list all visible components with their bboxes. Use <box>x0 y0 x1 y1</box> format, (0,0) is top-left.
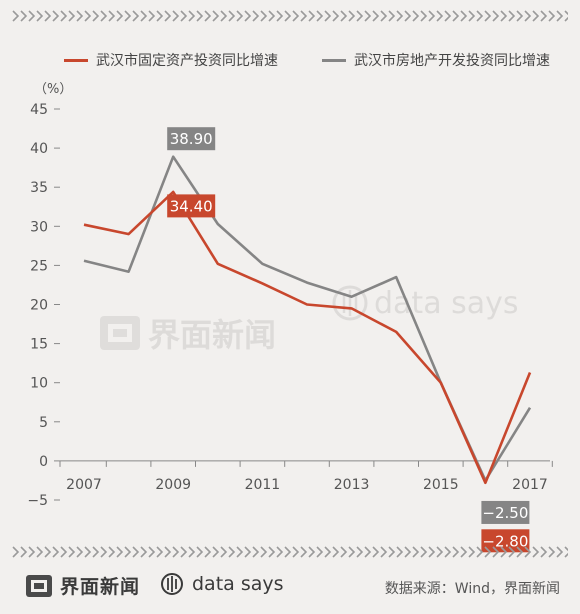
watermark-logo-icon <box>100 316 140 350</box>
data-label-text: 38.90 <box>170 130 213 148</box>
footer-brand-text: 界面新闻 <box>60 576 141 598</box>
data-says-icon <box>161 573 183 595</box>
y-tick-label: 25 <box>30 258 48 274</box>
brand-logo-icon <box>26 574 52 597</box>
legend-swatch-series2 <box>322 58 346 62</box>
legend-item-series2: 武汉市房地产开发投资同比增速 <box>322 50 550 70</box>
y-tick-label: 45 <box>30 102 48 118</box>
data-label-annotation: 38.90 <box>167 127 216 151</box>
legend-label-series2: 武汉市房地产开发投资同比增速 <box>354 53 550 69</box>
data-label-text: 34.40 <box>170 197 213 215</box>
data-label-text: −2.50 <box>482 504 528 522</box>
footer-source: 数据来源：Wind，界面新闻 <box>384 581 560 597</box>
footer-datasays: data says <box>160 572 284 596</box>
legend-item-series1: 武汉市固定资产投资同比增速 <box>64 50 278 70</box>
data-label-annotation: 34.40 <box>167 194 216 218</box>
y-tick-label: 5 <box>39 415 48 431</box>
y-unit-label: （%） <box>34 82 72 97</box>
y-tick-label: 35 <box>30 180 48 196</box>
y-tick-label: 30 <box>30 219 48 235</box>
y-tick-label: 20 <box>30 298 48 314</box>
footer-datasays-text: data says <box>192 573 284 595</box>
watermark-ds-icon <box>332 285 368 321</box>
x-tick-label: 2007 <box>66 477 102 493</box>
x-tick-label: 2011 <box>245 477 281 493</box>
legend: 武汉市固定资产投资同比增速 武汉市房地产开发投资同比增速 <box>0 50 580 74</box>
legend-label-series1: 武汉市固定资产投资同比增速 <box>96 53 278 69</box>
x-tick-label: 2013 <box>334 477 370 493</box>
y-axis: −5 0 5 10 15 20 25 30 35 40 45 <box>27 102 60 509</box>
watermark: 界面新闻 data says <box>100 285 519 354</box>
x-tick-label: 2015 <box>423 477 459 493</box>
data-label-box <box>481 500 530 524</box>
x-tick-label: 2017 <box>512 477 548 493</box>
y-tick-label: 40 <box>30 141 48 157</box>
series-lines <box>83 155 532 485</box>
footer-brand: 界面新闻 <box>26 572 140 599</box>
y-tick-label: 10 <box>30 376 48 392</box>
footer: 界面新闻 data says 数据来源：Wind，界面新闻 <box>0 566 580 610</box>
watermark-ds-text: data says <box>374 286 519 321</box>
x-tick-label: 2009 <box>155 477 191 493</box>
data-label-annotation: −2.50 <box>481 500 530 524</box>
decorative-top-band <box>12 10 568 22</box>
decorative-bottom-band <box>12 546 568 558</box>
series-line-1 <box>83 190 532 485</box>
y-tick-label: −5 <box>27 493 48 509</box>
x-axis: 2007 2009 2011 2013 2015 2017 <box>59 460 553 493</box>
data-label-box <box>167 194 216 218</box>
y-tick-label: 0 <box>39 454 48 470</box>
watermark-brand: 界面新闻 <box>148 316 276 354</box>
y-tick-label: 15 <box>30 337 48 353</box>
legend-swatch-series1 <box>64 58 88 62</box>
data-label-box <box>167 127 216 151</box>
data-label-text: −2.80 <box>482 532 528 550</box>
